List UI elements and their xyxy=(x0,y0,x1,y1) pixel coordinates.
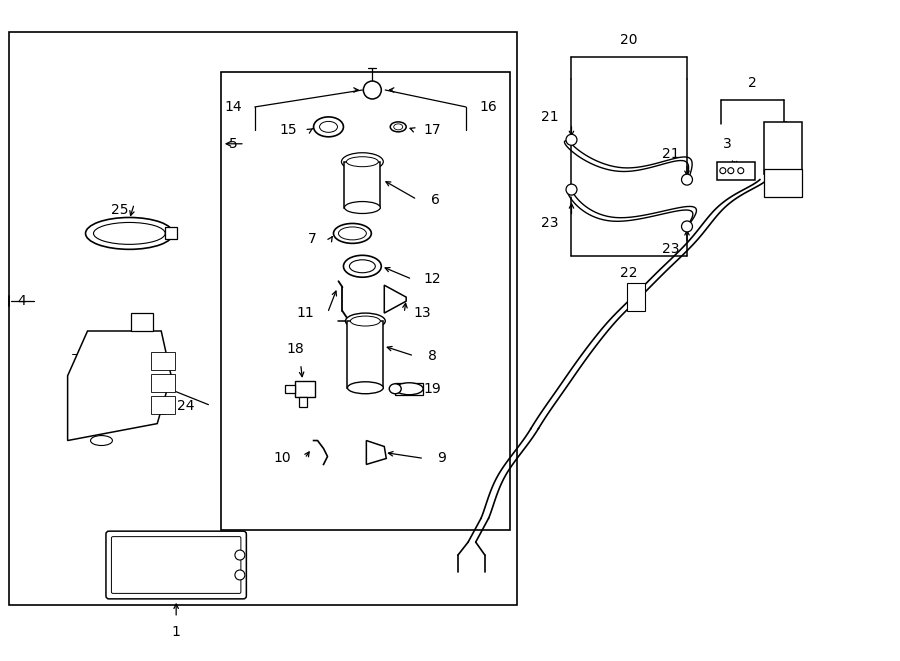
Text: 5: 5 xyxy=(229,137,238,151)
Text: 3: 3 xyxy=(723,137,731,151)
Text: 19: 19 xyxy=(423,382,441,396)
Circle shape xyxy=(235,550,245,560)
Bar xyxy=(299,397,307,407)
Bar xyxy=(151,374,176,392)
Circle shape xyxy=(364,81,382,99)
Ellipse shape xyxy=(350,316,381,326)
Text: 12: 12 xyxy=(423,272,441,286)
Text: 15: 15 xyxy=(280,123,298,137)
Text: 13: 13 xyxy=(413,306,431,320)
Text: 23: 23 xyxy=(541,216,558,231)
Text: 1: 1 xyxy=(172,625,181,639)
Polygon shape xyxy=(366,440,386,465)
Ellipse shape xyxy=(320,122,338,132)
Ellipse shape xyxy=(313,117,344,137)
Ellipse shape xyxy=(347,382,383,394)
Text: 2: 2 xyxy=(748,76,757,90)
Bar xyxy=(345,162,381,208)
Circle shape xyxy=(566,184,577,195)
Circle shape xyxy=(681,174,692,185)
Ellipse shape xyxy=(94,223,166,245)
FancyBboxPatch shape xyxy=(106,531,247,599)
Bar xyxy=(627,283,645,311)
Ellipse shape xyxy=(91,436,112,446)
Ellipse shape xyxy=(390,384,401,394)
Bar xyxy=(717,162,755,180)
Text: 21: 21 xyxy=(662,147,680,161)
Bar xyxy=(151,396,176,414)
Bar xyxy=(151,352,176,370)
Text: 17: 17 xyxy=(423,123,441,137)
Bar xyxy=(764,122,802,174)
Text: 16: 16 xyxy=(479,100,497,114)
Text: 14: 14 xyxy=(224,100,242,114)
Bar xyxy=(221,72,509,530)
Polygon shape xyxy=(68,331,171,440)
Text: 21: 21 xyxy=(541,110,558,124)
Ellipse shape xyxy=(341,153,383,171)
Text: 18: 18 xyxy=(287,342,304,356)
Text: 24: 24 xyxy=(177,399,195,412)
Text: 4: 4 xyxy=(17,294,26,308)
Ellipse shape xyxy=(395,383,423,395)
Bar xyxy=(284,385,294,393)
Bar xyxy=(131,313,153,331)
Ellipse shape xyxy=(391,122,406,132)
Circle shape xyxy=(566,134,577,145)
Circle shape xyxy=(720,168,725,174)
Ellipse shape xyxy=(349,260,375,273)
Bar xyxy=(395,383,423,395)
Text: 11: 11 xyxy=(297,306,314,320)
Text: 7: 7 xyxy=(308,233,317,247)
Bar xyxy=(9,32,517,605)
FancyBboxPatch shape xyxy=(112,537,241,594)
Circle shape xyxy=(681,221,692,232)
Text: 8: 8 xyxy=(428,349,436,363)
Circle shape xyxy=(235,570,245,580)
Ellipse shape xyxy=(346,313,385,329)
Bar xyxy=(166,227,177,239)
Bar xyxy=(764,169,802,196)
Ellipse shape xyxy=(338,227,366,240)
Ellipse shape xyxy=(334,223,372,243)
Text: 20: 20 xyxy=(620,33,638,47)
Ellipse shape xyxy=(345,202,381,214)
Bar xyxy=(294,381,315,397)
Ellipse shape xyxy=(86,217,173,249)
Circle shape xyxy=(728,168,733,174)
Text: 22: 22 xyxy=(620,266,638,280)
Polygon shape xyxy=(384,285,406,313)
Text: 25: 25 xyxy=(111,202,128,217)
Text: 10: 10 xyxy=(274,451,292,465)
Text: 9: 9 xyxy=(437,451,446,465)
Ellipse shape xyxy=(393,124,402,130)
Text: 6: 6 xyxy=(430,192,439,206)
Ellipse shape xyxy=(346,157,378,167)
Text: 23: 23 xyxy=(662,243,680,256)
Bar xyxy=(347,321,383,388)
Circle shape xyxy=(738,168,743,174)
Ellipse shape xyxy=(344,255,382,277)
